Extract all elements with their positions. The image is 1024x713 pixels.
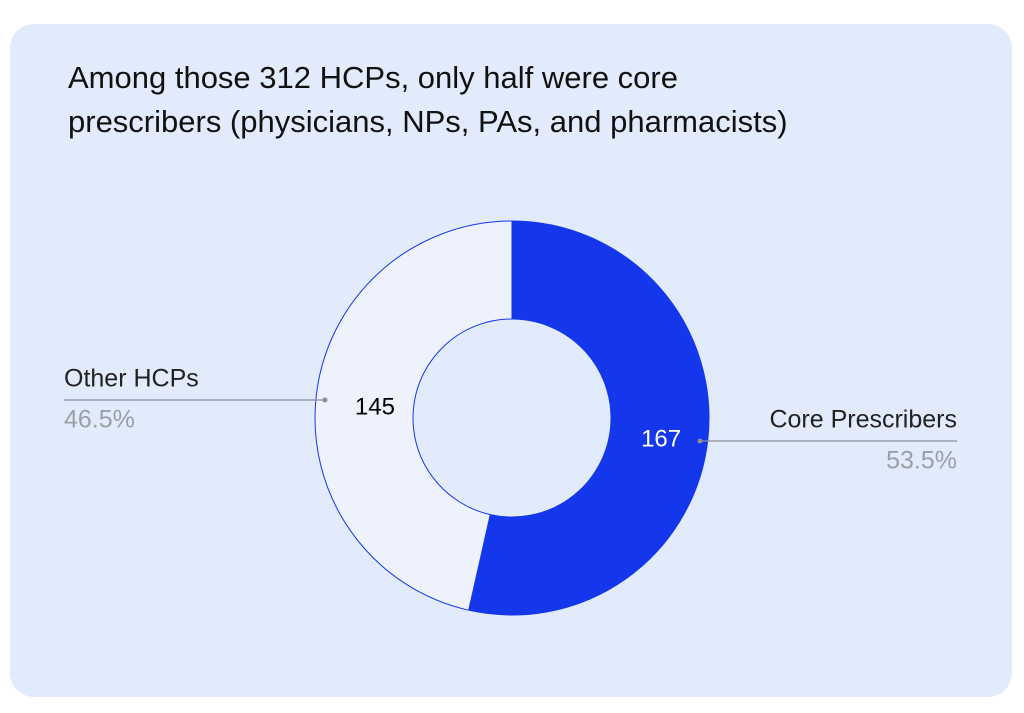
percent-label: 46.5% [64,406,135,434]
value-label: 145 [355,393,395,420]
leader-dot [322,397,328,403]
value-label: 167 [641,425,681,452]
leader-dot [697,438,703,444]
chart-title: Among those 312 HCPs, only half were cor… [68,60,678,95]
legend-label: Other HCPs [64,365,199,393]
percent-label: 53.5% [886,447,957,475]
chart-title: prescribers (physicians, NPs, PAs, and p… [68,104,788,139]
donut-slice [468,220,710,616]
legend-label: Core Prescribers [769,406,957,434]
donut-slice [314,220,513,611]
card [10,24,1012,697]
